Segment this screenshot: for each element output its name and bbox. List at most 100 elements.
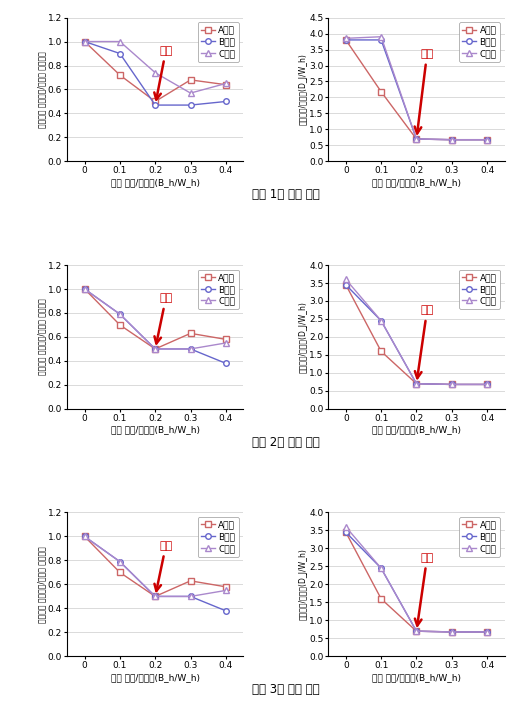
B유형 (222, 359, 229, 368)
Text: 최적: 최적 (415, 553, 434, 625)
A유형 (414, 135, 420, 143)
A유형 (343, 281, 349, 289)
X-axis label: 배플 높이/보높이(B_h/W_h): 배플 높이/보높이(B_h/W_h) (372, 673, 461, 682)
C유형 (117, 310, 123, 319)
A유형 (449, 380, 455, 389)
B유형 (414, 135, 420, 143)
A유형 (484, 380, 490, 389)
Line: C유형: C유형 (343, 277, 490, 388)
A유형 (378, 347, 384, 355)
C유형 (117, 557, 123, 566)
Legend: A유형, B유형, C유형: A유형, B유형, C유형 (198, 517, 239, 557)
A유형 (222, 335, 229, 343)
X-axis label: 배플 높이/보높이(B_h/W_h): 배플 높이/보높이(B_h/W_h) (111, 673, 200, 682)
C유형 (484, 628, 490, 636)
Text: 최적: 최적 (154, 541, 173, 591)
C유형 (343, 523, 349, 531)
C유형 (449, 135, 455, 144)
A유형 (81, 532, 88, 541)
C유형 (152, 592, 158, 601)
Text: 최적: 최적 (415, 305, 434, 378)
Line: C유형: C유형 (82, 39, 229, 96)
X-axis label: 배플 높이/보높이(B_h/W_h): 배플 높이/보높이(B_h/W_h) (111, 425, 200, 435)
B유형 (117, 557, 123, 566)
A유형 (343, 528, 349, 536)
A유형 (343, 36, 349, 44)
Text: 최적: 최적 (415, 49, 434, 133)
C유형 (187, 592, 194, 601)
Line: B유형: B유형 (82, 39, 229, 108)
C유형 (414, 627, 420, 635)
B유형 (222, 607, 229, 615)
B유형 (152, 592, 158, 601)
Line: B유형: B유형 (343, 37, 490, 143)
C유형 (187, 89, 194, 98)
A유형 (187, 329, 194, 338)
B유형 (187, 101, 194, 110)
Line: A유형: A유형 (343, 37, 490, 143)
B유형 (343, 36, 349, 44)
C유형 (187, 345, 194, 353)
B유형 (152, 345, 158, 353)
Text: 배플 2열 직선 배열: 배플 2열 직선 배열 (252, 435, 320, 449)
B유형 (187, 345, 194, 353)
Legend: A유형, B유형, C유형: A유형, B유형, C유형 (459, 22, 500, 62)
C유형 (222, 339, 229, 347)
B유형 (449, 628, 455, 636)
A유형 (484, 628, 490, 636)
B유형 (484, 380, 490, 389)
A유형 (378, 88, 384, 96)
Line: C유형: C유형 (343, 524, 490, 635)
X-axis label: 배플 높이/보높이(B_h/W_h): 배플 높이/보높이(B_h/W_h) (372, 425, 461, 435)
C유형 (414, 380, 420, 388)
Y-axis label: 도수길이/보높이(D_J/W_h): 도수길이/보높이(D_J/W_h) (299, 548, 307, 621)
C유형 (81, 532, 88, 541)
B유형 (484, 628, 490, 636)
A유형 (222, 81, 229, 89)
Text: 배플 1열 직선 배열: 배플 1열 직선 배열 (252, 188, 320, 201)
Line: B유형: B유형 (82, 286, 229, 366)
B유형 (81, 532, 88, 541)
A유형 (378, 595, 384, 603)
C유형 (222, 79, 229, 88)
C유형 (449, 628, 455, 636)
A유형 (152, 592, 158, 601)
C유형 (152, 345, 158, 353)
Line: A유형: A유형 (82, 534, 229, 600)
Legend: A유형, B유형, C유형: A유형, B유형, C유형 (198, 270, 239, 309)
A유형 (81, 37, 88, 46)
A유형 (484, 135, 490, 144)
B유형 (117, 310, 123, 319)
C유형 (343, 34, 349, 43)
C유형 (81, 37, 88, 46)
Line: C유형: C유형 (82, 534, 229, 600)
X-axis label: 배플 높이/보높이(B_h/W_h): 배플 높이/보높이(B_h/W_h) (372, 178, 461, 187)
A유형 (187, 76, 194, 84)
Line: B유형: B유형 (82, 534, 229, 614)
Y-axis label: 도수길이/보높이(D_J/W_h): 도수길이/보높이(D_J/W_h) (299, 53, 307, 126)
C유형 (117, 37, 123, 46)
B유형 (414, 627, 420, 635)
B유형 (378, 317, 384, 325)
Text: 최적: 최적 (154, 46, 173, 100)
A유형 (81, 285, 88, 293)
A유형 (414, 380, 420, 388)
Legend: A유형, B유형, C유형: A유형, B유형, C유형 (459, 517, 500, 557)
A유형 (152, 345, 158, 353)
B유형 (378, 564, 384, 572)
Line: A유형: A유형 (82, 286, 229, 352)
Y-axis label: 배플설치 평균유속/미설치 평균유속: 배플설치 평균유속/미설치 평균유속 (37, 51, 46, 128)
C유형 (484, 380, 490, 389)
C유형 (378, 32, 384, 41)
B유형 (449, 135, 455, 144)
Legend: A유형, B유형, C유형: A유형, B유형, C유형 (198, 22, 239, 62)
A유형 (117, 321, 123, 329)
B유형 (117, 49, 123, 58)
Line: B유형: B유형 (343, 282, 490, 388)
Line: C유형: C유형 (82, 286, 229, 352)
B유형 (222, 98, 229, 106)
C유형 (414, 135, 420, 143)
C유형 (484, 135, 490, 144)
A유형 (117, 568, 123, 576)
B유형 (378, 36, 384, 44)
